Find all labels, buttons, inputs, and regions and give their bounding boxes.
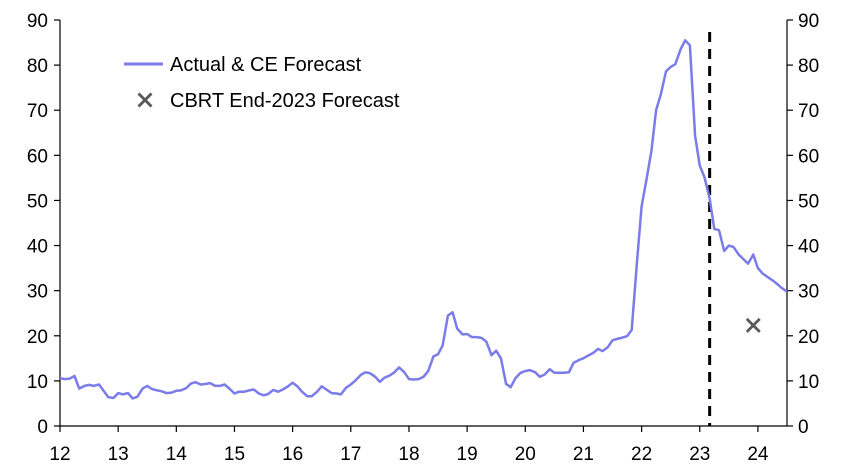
x-tick-label: 18 [398, 444, 419, 465]
x-tick-label: 14 [166, 444, 188, 465]
y-tick-label-right: 70 [798, 101, 819, 122]
y-tick-label-left: 60 [27, 146, 48, 167]
x-tick-label: 17 [340, 444, 361, 465]
y-tick-label-left: 70 [27, 101, 48, 122]
x-tick-label: 22 [631, 444, 652, 465]
series-layer [59, 32, 788, 426]
y-tick-label-left: 80 [27, 56, 48, 77]
y-tick-label-right: 90 [798, 11, 819, 32]
y-tick-label-right: 20 [798, 327, 819, 348]
y-tick-label-right: 0 [798, 417, 809, 438]
y-tick-label-left: 0 [37, 417, 48, 438]
cbrt-marker-stroke [745, 317, 761, 333]
y-tick-label-right: 80 [798, 56, 819, 77]
legend-x-stroke [137, 92, 153, 108]
x-tick-label: 19 [457, 444, 478, 465]
x-tick-label: 20 [515, 444, 536, 465]
y-tick-label-right: 40 [798, 237, 819, 258]
legend: Actual & CE Forecast CBRT End-2023 Forec… [124, 54, 400, 112]
x-tick-label: 16 [282, 444, 303, 465]
series-line-actual-ce-forecast [59, 39, 788, 400]
y-tick-label-right: 30 [798, 282, 819, 303]
x-tick-label: 15 [224, 444, 245, 465]
x-tick-label: 24 [747, 444, 769, 465]
legend-label-actual: Actual & CE Forecast [170, 54, 362, 76]
y-tick-label-right: 50 [798, 191, 819, 212]
x-tick-label: 23 [689, 444, 710, 465]
y-tick-label-left: 90 [27, 11, 48, 32]
axes: 0 0 10 10 20 20 30 30 40 40 50 50 60 60 70 70 80 80 90 90 12… [27, 11, 819, 465]
x-tick-label: 12 [49, 444, 70, 465]
y-tick-label-left: 40 [27, 237, 48, 258]
x-tick-label: 21 [573, 444, 594, 465]
y-tick-label-right: 60 [798, 146, 819, 167]
y-tick-label-left: 10 [27, 372, 48, 393]
y-tick-label-left: 50 [27, 191, 48, 212]
legend-label-cbrt: CBRT End-2023 Forecast [170, 90, 400, 112]
x-tick-label: 13 [108, 444, 129, 465]
y-tick-label-left: 20 [27, 327, 48, 348]
y-tick-label-right: 10 [798, 372, 819, 393]
y-tick-label-left: 30 [27, 282, 48, 303]
legend-x-marker-icon [137, 92, 153, 108]
cbrt-forecast-marker [745, 317, 761, 333]
